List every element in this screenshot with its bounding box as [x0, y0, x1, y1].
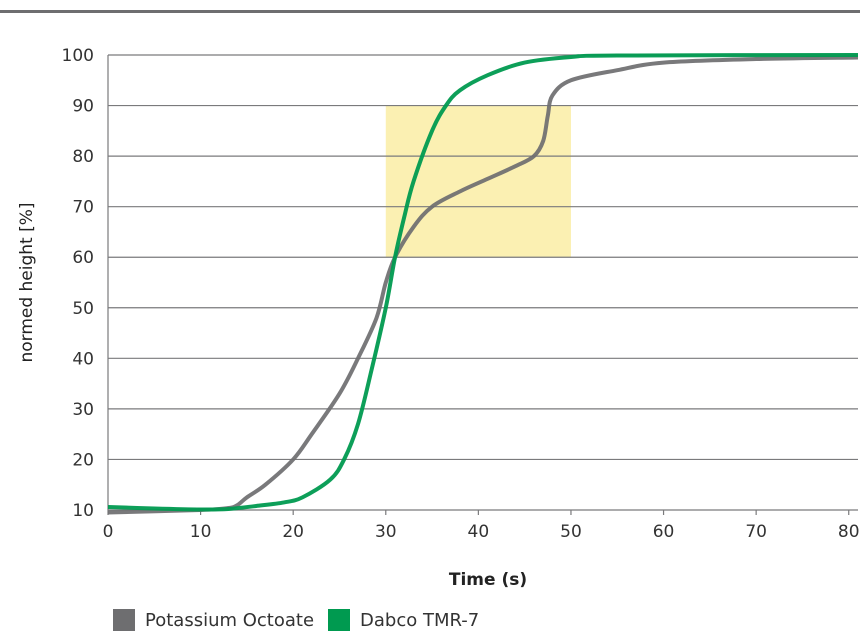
- x-tick-label: 0: [103, 522, 114, 542]
- legend-swatch: [113, 609, 135, 631]
- x-tick-label: 60: [653, 522, 675, 542]
- y-tick-label: 80: [72, 147, 94, 167]
- legend-item-dabco-tmr-7: Dabco TMR-7: [328, 609, 479, 631]
- y-tick-label: 30: [72, 400, 94, 420]
- legend-label: Potassium Octoate: [145, 609, 315, 631]
- y-tick-label: 50: [72, 299, 94, 319]
- series-lines: [107, 53, 859, 515]
- y-tick-labels: 10 20 30 40 50 60 70 80 90 100: [62, 46, 94, 521]
- x-tick-label: 10: [190, 522, 212, 542]
- y-tick-label: 60: [72, 248, 94, 268]
- legend: Potassium Octoate Dabco TMR-7: [113, 608, 493, 632]
- legend-label: Dabco TMR-7: [360, 609, 480, 631]
- x-tick-label: 50: [560, 522, 582, 542]
- x-tick-label: 70: [745, 522, 767, 542]
- y-tick-label: 90: [72, 97, 94, 117]
- x-tick-label: 30: [375, 522, 397, 542]
- gridlines: [107, 54, 858, 515]
- x-tick-labels: 0 10 20 30 40 50 60 70 80: [103, 522, 860, 542]
- x-tick-label: 20: [282, 522, 304, 542]
- y-tick-label: 40: [72, 349, 94, 369]
- legend-swatch: [328, 609, 351, 631]
- series-line-dabco-tmr-7: [107, 53, 859, 512]
- series-line-potassium-octoate: [107, 55, 859, 515]
- legend-item-potassium-octoate: Potassium Octoate: [113, 609, 314, 631]
- y-tick-label: 70: [72, 198, 94, 218]
- y-axis-title: normed height [%]: [17, 202, 37, 362]
- y-tick-label: 100: [62, 46, 94, 66]
- top-divider: [0, 10, 860, 13]
- y-tick-label: 10: [72, 501, 94, 521]
- x-tick-label: 40: [468, 522, 490, 542]
- x-tick-label: 80: [838, 522, 860, 542]
- y-tick-label: 20: [72, 450, 94, 470]
- x-axis-title: Time (s): [449, 570, 527, 590]
